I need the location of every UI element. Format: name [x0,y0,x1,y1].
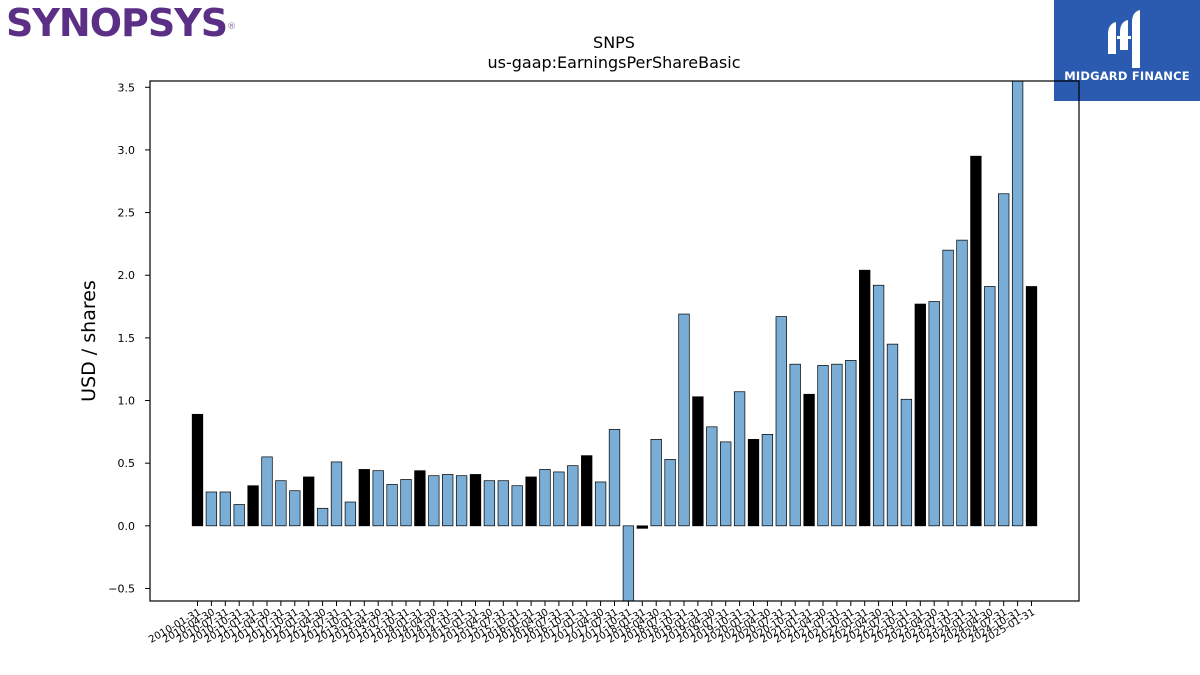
y-tick-label: 1.0 [118,395,136,408]
bar-2025-01-31 [1025,286,1038,527]
bar-2012-01-31 [303,476,315,527]
registered-mark: ® [227,22,236,32]
bar-2010-04-30 [205,491,218,527]
y-axis-ticks: −0.5 0.0 0.5 1.0 1.5 2.0 2.5 3.0 3.5 [108,81,150,595]
bar-2018-07-31 [664,459,676,527]
bar-2017-10-31 [622,525,635,602]
bar-2015-10-31 [511,485,523,527]
bar-2024-10-31 [1011,80,1024,527]
bar-2012-04-30 [316,507,329,527]
bar-2013-01-31 [358,469,370,527]
bar-2023-07-31 [942,249,954,527]
bar-2020-04-30 [761,434,774,527]
bar-2021-07-31 [831,363,843,527]
bar-2019-01-31 [692,396,704,527]
y-tick-label: 3.0 [118,144,136,157]
bar-2012-10-31 [344,501,357,527]
bar-2013-07-31 [386,484,398,527]
bar-2016-01-31 [525,476,537,527]
bar-2014-07-31 [442,474,454,527]
bar-2016-10-31 [567,465,579,527]
bar-2019-10-31 [733,391,746,527]
y-tick-label: 0.0 [118,520,136,533]
y-tick-label: −0.5 [108,582,135,595]
partner-name: MIDGARD FINANCE [1064,69,1190,83]
bar-2022-04-30 [872,284,885,527]
bar-2011-10-31 [289,490,301,527]
logo-text: SYNOPSYS [6,1,228,45]
bar-2011-07-31 [275,480,287,527]
bar-2023-04-30 [928,301,940,527]
bar-2024-01-31 [970,155,982,527]
bar-2019-07-31 [720,441,732,527]
y-tick-label: 3.5 [118,81,136,94]
bar-2010-07-31 [219,491,231,527]
bar-2010-10-31 [233,504,245,527]
bar-2019-04-30 [706,426,718,527]
bar-2021-04-30 [817,365,829,527]
bar-2014-04-30 [428,475,440,527]
bar-group [191,80,1038,602]
bar-2018-04-30 [650,439,662,527]
bar-2023-10-31 [956,239,968,527]
y-tick-label: 2.0 [118,269,136,282]
bar-2022-07-31 [886,343,899,527]
x-axis-ticks: 2010-01-312010-04-302010-07-312010-10-31… [147,601,1037,646]
bar-2024-07-31 [998,193,1010,527]
y-axis-label: USD / shares [78,280,100,402]
bar-2015-04-30 [483,480,496,527]
bar-2024-04-30 [984,286,996,527]
plot-frame [149,80,1080,602]
y-tick-label: 0.5 [118,457,136,470]
bar-2020-01-31 [747,439,760,527]
bar-2015-07-31 [497,480,509,527]
bar-2015-01-31 [469,474,482,527]
bar-2017-07-31 [608,428,621,527]
bar-2014-10-31 [455,475,468,527]
bar-2016-07-31 [553,471,565,527]
bar-2016-04-30 [539,469,551,527]
y-tick-label: 1.5 [118,332,136,345]
y-tick-label: 2.5 [118,207,136,220]
bar-2020-10-31 [789,363,801,527]
bar-2018-01-31 [636,525,648,529]
chart-title: SNPS [593,33,635,52]
bar-2021-01-31 [803,393,815,527]
bar-2023-01-31 [914,303,926,527]
bar-2010-01-31 [191,413,204,527]
bar-2021-10-31 [845,360,857,527]
bar-2013-04-30 [372,470,384,527]
bar-2013-10-31 [400,479,412,527]
bar-2018-10-31 [678,313,690,527]
synopsys-logo: SYNOPSYS® [6,1,236,45]
bar-2020-07-31 [775,316,787,527]
chart-subtitle: us-gaap:EarningsPerShareBasic [487,53,740,72]
midgard-finance-badge: MIDGARD FINANCE [1054,0,1200,101]
bar-2017-01-31 [581,455,593,527]
bar-2022-01-31 [859,269,871,527]
bar-2022-10-31 [900,398,913,527]
bar-2014-01-31 [414,470,426,527]
bar-2017-04-30 [594,481,607,527]
bar-2012-07-31 [330,461,343,527]
bar-2011-04-30 [261,456,273,527]
bar-2011-01-31 [247,485,259,527]
midgard-logo-icon [1108,10,1140,68]
